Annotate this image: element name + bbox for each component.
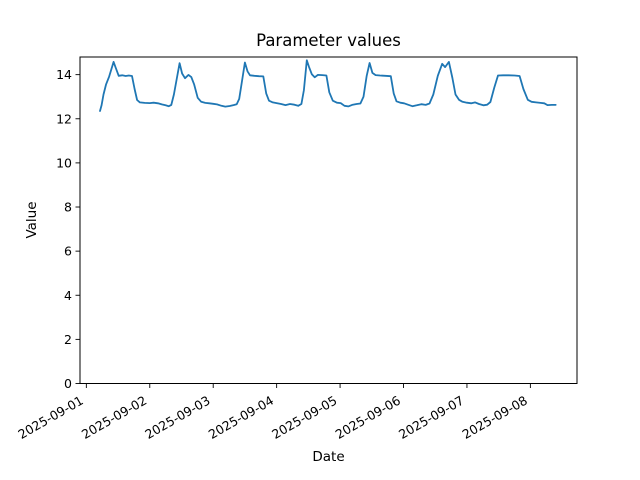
data-series: [99, 59, 557, 112]
x-tick-label: 2025-09-01: [15, 393, 85, 442]
x-tick-label: 2025-09-07: [396, 393, 466, 442]
x-axis-label: Date: [312, 449, 344, 465]
chart-title: Parameter values: [256, 31, 401, 50]
y-tick-label: 12: [56, 111, 72, 126]
x-tick-label: 2025-09-05: [269, 393, 339, 442]
x-tick-label: 2025-09-06: [333, 393, 403, 442]
y-axis-label: Value: [24, 201, 40, 238]
plot-area: [79, 56, 578, 384]
x-tick-label: 2025-09-08: [459, 393, 529, 442]
y-tick-label: 2: [64, 332, 72, 347]
y-tick-label: 8: [64, 200, 72, 215]
x-tick-label: 2025-09-03: [142, 393, 212, 442]
y-tick-label: 4: [64, 288, 72, 303]
y-tick-label: 10: [56, 155, 72, 170]
y-tick-label: 0: [64, 376, 72, 391]
y-tick-label: 6: [64, 244, 72, 259]
y-tick-label: 14: [56, 67, 72, 82]
x-tick-label: 2025-09-04: [206, 393, 276, 442]
x-tick-label: 2025-09-02: [79, 393, 149, 442]
parameter-values-line: [99, 59, 557, 112]
axis-ticks: 2025-09-012025-09-022025-09-032025-09-04…: [15, 67, 531, 442]
